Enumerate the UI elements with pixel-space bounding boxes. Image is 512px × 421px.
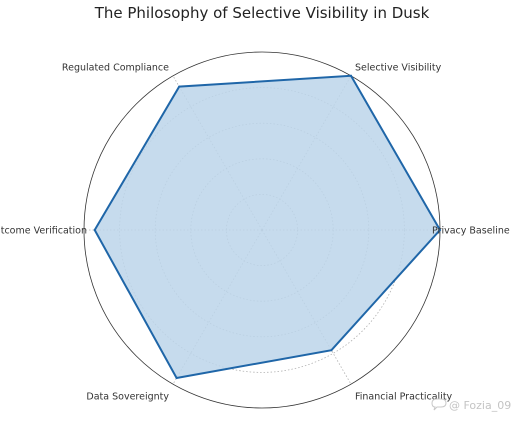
data-point — [330, 349, 333, 352]
data-point — [439, 229, 441, 231]
data-point — [178, 85, 181, 88]
axis-labels: Privacy Baseline Selective Visibility Regu… — [0, 62, 510, 402]
radar-series — [93, 74, 442, 380]
data-point — [350, 74, 352, 77]
axis-label: Financial Practicality — [355, 392, 453, 403]
axis-label: Outcome Verification — [0, 226, 87, 237]
chat-bubble-icon — [431, 398, 447, 411]
chart-title: The Philosophy of Selective Visibility i… — [94, 4, 430, 22]
data-point — [175, 377, 178, 379]
watermark-text: @ Fozia_09 — [449, 399, 511, 412]
axis-label: Data Sovereignty — [86, 392, 169, 403]
axis-label: Regulated Compliance — [62, 62, 169, 73]
axis-label: Selective Visibility — [355, 62, 442, 73]
axis-label: Privacy Baseline — [432, 226, 510, 237]
data-point — [93, 229, 96, 231]
series-area — [94, 75, 440, 379]
watermark: @ Fozia_09 — [431, 398, 511, 412]
